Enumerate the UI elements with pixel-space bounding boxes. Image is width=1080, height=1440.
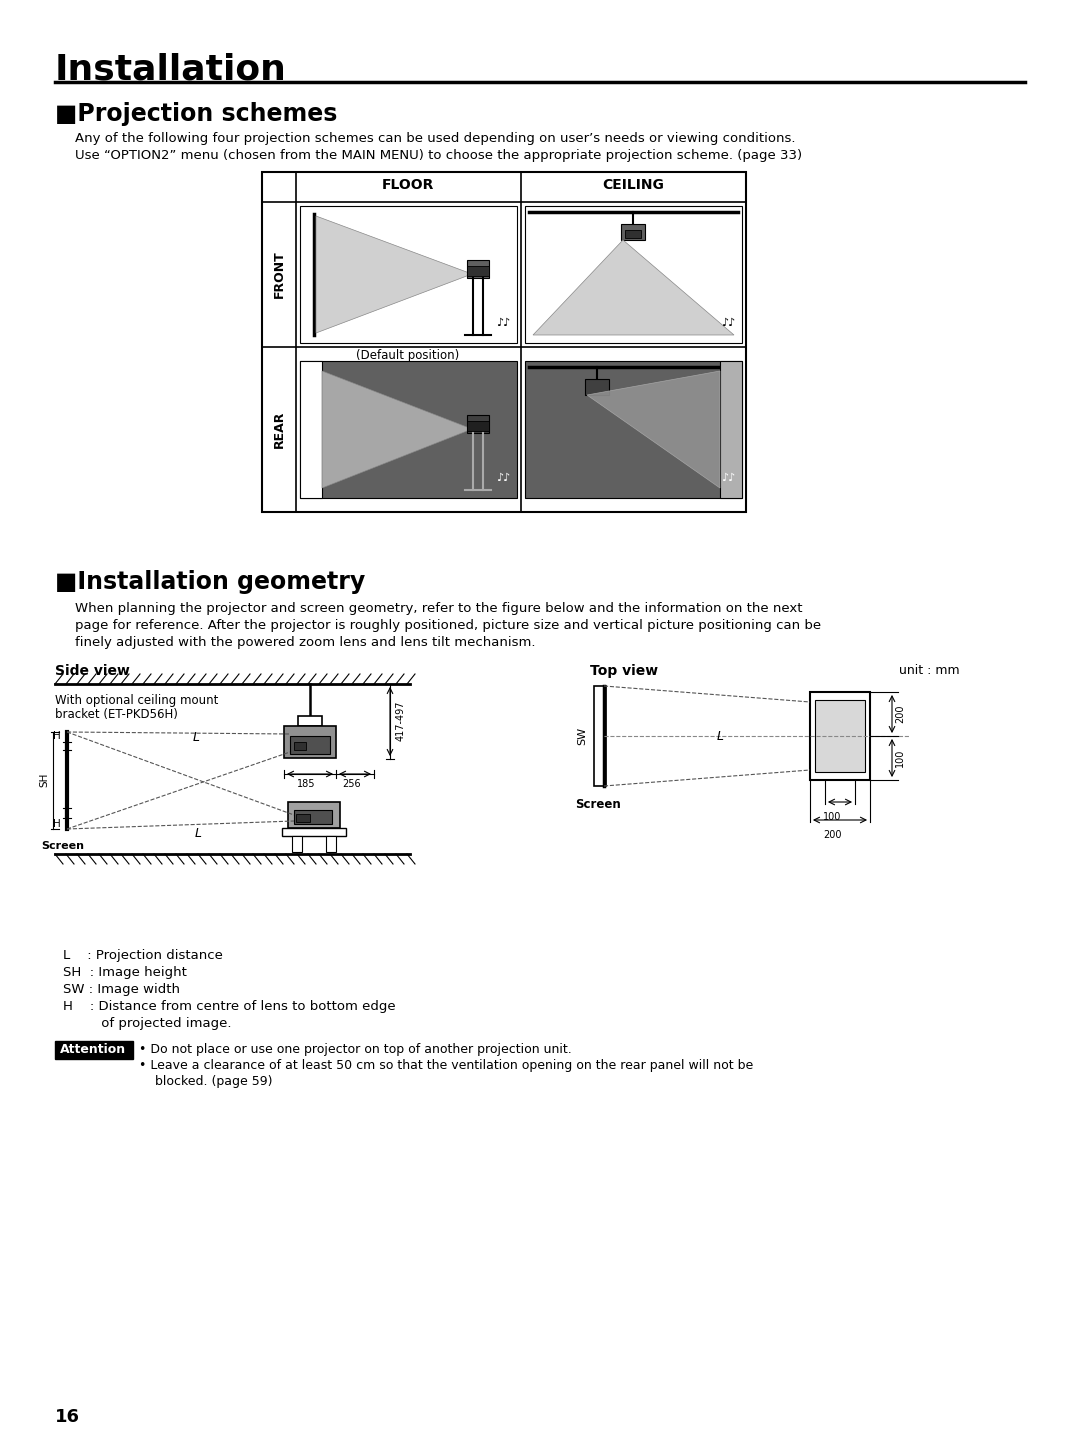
Bar — [525, 206, 742, 343]
Text: Any of the following four projection schemes can be used depending on user’s nee: Any of the following four projection sch… — [75, 132, 796, 145]
Polygon shape — [534, 240, 734, 336]
Bar — [284, 726, 336, 757]
Bar — [294, 809, 332, 824]
Bar — [467, 266, 489, 276]
Text: 16: 16 — [55, 1408, 80, 1426]
Text: FLOOR: FLOOR — [382, 179, 434, 192]
Text: page for reference. After the projector is roughly positioned, picture size and : page for reference. After the projector … — [75, 619, 821, 632]
Bar — [300, 361, 517, 498]
Text: • Do not place or use one projector on top of another projection unit.: • Do not place or use one projector on t… — [139, 1043, 571, 1056]
Text: REAR: REAR — [272, 410, 285, 448]
Text: SW : Image width: SW : Image width — [63, 984, 180, 996]
Bar — [467, 415, 489, 433]
Text: Use “OPTION2” menu (chosen from the MAIN MENU) to choose the appropriate project: Use “OPTION2” menu (chosen from the MAIN… — [75, 148, 802, 161]
Text: Screen: Screen — [576, 798, 621, 811]
Text: SH: SH — [39, 773, 49, 788]
Bar — [467, 261, 489, 278]
Bar — [326, 837, 336, 852]
Bar — [621, 225, 645, 240]
Text: When planning the projector and screen geometry, refer to the figure below and t: When planning the projector and screen g… — [75, 602, 802, 615]
Text: L    : Projection distance: L : Projection distance — [63, 949, 222, 962]
Polygon shape — [322, 372, 472, 488]
Text: ♪♪: ♪♪ — [496, 318, 510, 328]
Text: 417-497: 417-497 — [396, 701, 406, 742]
Text: ♪♪: ♪♪ — [720, 318, 735, 328]
Bar — [585, 379, 609, 395]
Text: 200: 200 — [895, 704, 905, 723]
Bar — [296, 814, 310, 822]
Text: H: H — [53, 819, 60, 829]
Text: Installation: Installation — [55, 52, 287, 86]
Text: • Leave a clearance of at least 50 cm so that the ventilation opening on the rea: • Leave a clearance of at least 50 cm so… — [139, 1058, 753, 1071]
Text: Side view: Side view — [55, 664, 130, 678]
Text: CEILING: CEILING — [602, 179, 664, 192]
Text: L: L — [193, 732, 200, 744]
Bar — [292, 837, 302, 852]
Bar — [594, 685, 606, 786]
Bar — [294, 742, 306, 750]
Text: With optional ceiling mount: With optional ceiling mount — [55, 694, 218, 707]
Text: 200: 200 — [823, 829, 841, 840]
Polygon shape — [588, 372, 720, 488]
Text: ■Projection schemes: ■Projection schemes — [55, 102, 337, 125]
Bar — [467, 420, 489, 431]
Text: SW: SW — [577, 727, 588, 744]
Bar — [720, 361, 742, 498]
Text: Screen: Screen — [41, 841, 84, 851]
Text: H    : Distance from centre of lens to bottom edge: H : Distance from centre of lens to bott… — [63, 999, 395, 1012]
Text: 100: 100 — [823, 812, 841, 822]
Text: blocked. (page 59): blocked. (page 59) — [139, 1076, 272, 1089]
Text: finely adjusted with the powered zoom lens and lens tilt mechanism.: finely adjusted with the powered zoom le… — [75, 636, 536, 649]
Text: Top view: Top view — [590, 664, 658, 678]
Text: 100: 100 — [895, 749, 905, 768]
Text: FRONT: FRONT — [272, 251, 285, 298]
Bar — [810, 693, 870, 780]
Bar — [815, 700, 865, 772]
Bar — [625, 230, 642, 238]
Text: bracket (ET-PKD56H): bracket (ET-PKD56H) — [55, 708, 178, 721]
Bar — [282, 828, 346, 837]
Text: ♪♪: ♪♪ — [496, 472, 510, 482]
Polygon shape — [316, 216, 472, 333]
Text: H: H — [53, 732, 60, 742]
Text: ♪♪: ♪♪ — [720, 472, 735, 482]
Text: SH  : Image height: SH : Image height — [63, 966, 187, 979]
Text: 256: 256 — [342, 779, 362, 789]
Bar — [55, 1041, 133, 1058]
Text: ■Installation geometry: ■Installation geometry — [55, 570, 365, 593]
Bar — [525, 361, 742, 498]
Text: unit : mm: unit : mm — [900, 664, 960, 677]
Bar — [262, 171, 746, 513]
Circle shape — [837, 733, 843, 739]
Text: L: L — [195, 827, 202, 840]
Text: (Default position): (Default position) — [356, 348, 460, 361]
Bar — [288, 802, 340, 828]
Bar — [300, 361, 322, 498]
Text: 185: 185 — [297, 779, 315, 789]
Bar — [300, 206, 517, 343]
Text: of projected image.: of projected image. — [63, 1017, 231, 1030]
Bar — [291, 736, 330, 755]
Text: Attention: Attention — [60, 1043, 126, 1056]
Text: L: L — [717, 730, 724, 743]
Bar — [298, 716, 322, 726]
